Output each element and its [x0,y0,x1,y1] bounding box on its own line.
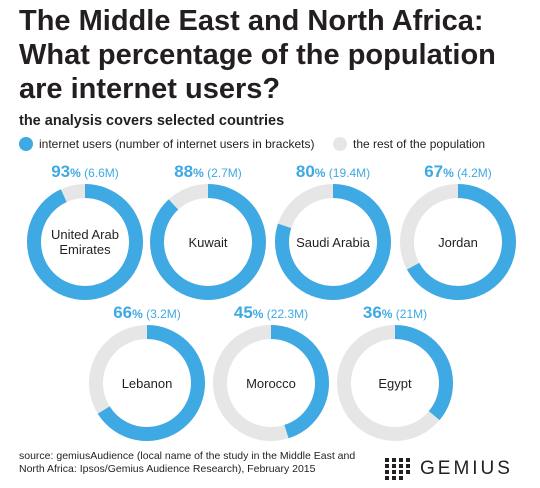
legend-swatch-users [19,137,33,151]
percent-sign: % [381,307,393,321]
country-label-egypt: Egypt [378,375,412,391]
country-label-lebanon: Lebanon [121,375,173,391]
percent-sign: % [443,166,454,180]
percent-value: 93 [51,162,71,181]
legend-label-users: internet users (number of internet users… [39,137,315,151]
donut-users-kuwait [150,184,266,300]
country-label-morocco: Morocco [246,375,296,391]
percent-sign: % [132,307,143,321]
country-label-kuwait: Kuwait [188,234,228,250]
users-count: (21M) [392,307,428,321]
users-count: (2.7M) [203,166,242,180]
users-count: (6.6M) [80,166,119,180]
legend-swatch-rest [333,137,347,151]
percent-label-lebanon: 66% (3.2M) [82,303,212,323]
users-count: (4.2M) [453,166,492,180]
percent-label-jordan: 67% (4.2M) [393,162,523,182]
donut-users-morocco [213,325,329,441]
percent-value: 66 [113,303,133,322]
percent-sign: % [70,166,81,180]
percent-label-morocco: 45% (22.3M) [206,303,336,323]
legend-label-rest: the rest of the population [353,137,486,151]
donut-users-lebanon [89,325,205,441]
donut-users-saudi-arabia [275,184,391,300]
chart-subtitle: the analysis covers selected countries [19,113,285,129]
percent-value: 80 [295,162,315,181]
donut-users-egypt [337,325,453,441]
users-count: (22.3M) [263,307,309,321]
country-label-jordan: Jordan [438,234,478,250]
percent-label-kuwait: 88% (2.7M) [143,162,273,182]
percent-label-united-arab-emirates: 93% (6.6M) [20,162,150,182]
percent-label-saudi-arabia: 80% (19.4M) [268,162,398,182]
country-label-saudi-arabia: Saudi Arabia [296,234,370,250]
percent-label-egypt: 36% (21M) [330,303,460,323]
brand-name: GEMIUS [420,458,513,479]
logo-dots-icon [385,458,410,480]
users-count: (19.4M) [325,166,371,180]
country-label-united-arab-emirates: United Arab Emirates [51,227,119,257]
donut-users-jordan [400,184,516,300]
percent-value: 88 [174,162,194,181]
percent-sign: % [193,166,204,180]
percent-sign: % [314,166,326,180]
donut-users-united-arab-emirates [27,184,143,300]
percent-value: 67 [424,162,444,181]
chart-title: The Middle East and North Africa: What p… [19,5,496,105]
source-note: source: gemiusAudience (local name of th… [19,450,356,475]
percent-value: 36 [362,303,382,322]
users-count: (3.2M) [142,307,181,321]
percent-sign: % [252,307,264,321]
percent-value: 45 [233,303,253,322]
